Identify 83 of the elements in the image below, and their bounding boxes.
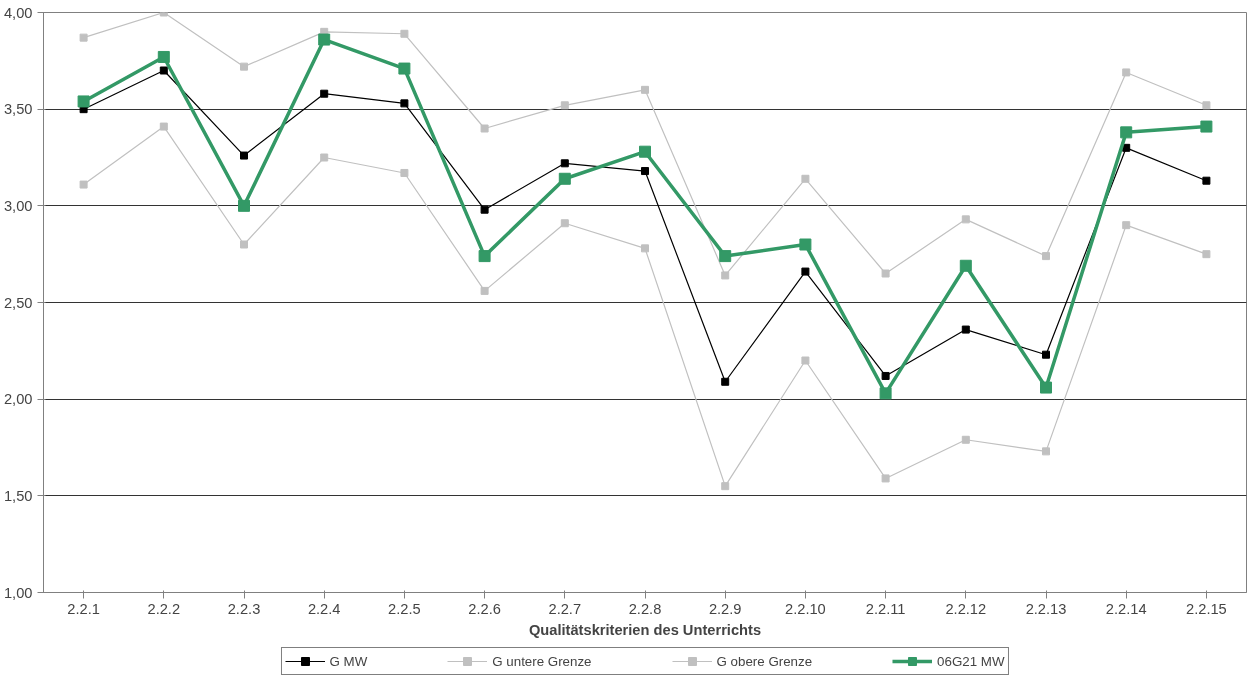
x-tick-label: 2.2.15 bbox=[1186, 600, 1227, 617]
point bbox=[318, 33, 331, 46]
point bbox=[879, 387, 892, 400]
point bbox=[801, 356, 810, 365]
legend-label: G obere Grenze bbox=[716, 653, 813, 669]
x-tick-label: 2.2.11 bbox=[865, 600, 906, 617]
point bbox=[1042, 447, 1050, 456]
point bbox=[560, 159, 569, 168]
x-tick-label: 2.2.10 bbox=[785, 600, 826, 617]
point bbox=[1040, 381, 1052, 394]
point bbox=[961, 325, 970, 334]
point bbox=[641, 167, 649, 176]
point bbox=[157, 50, 170, 63]
point bbox=[79, 33, 88, 42]
x-tick-label: 2.2.8 bbox=[628, 600, 662, 617]
point bbox=[1202, 176, 1211, 185]
point bbox=[240, 151, 248, 160]
point bbox=[480, 124, 489, 133]
point bbox=[721, 271, 730, 280]
y-tick-label: 2,00 bbox=[3, 391, 33, 408]
point bbox=[641, 85, 649, 94]
point bbox=[240, 240, 248, 249]
point bbox=[721, 482, 730, 491]
point bbox=[77, 95, 90, 108]
x-tick-label: 2.2.2 bbox=[147, 600, 181, 617]
legend-label: 06G21 MW bbox=[937, 653, 1005, 669]
point bbox=[1200, 120, 1213, 133]
point bbox=[400, 168, 409, 177]
point bbox=[478, 250, 491, 263]
y-tick-label: 4,00 bbox=[3, 4, 33, 21]
x-tick-label: 2.2.1 bbox=[67, 600, 100, 617]
point bbox=[1202, 250, 1211, 259]
point bbox=[560, 219, 569, 228]
y-tick-label: 1,00 bbox=[3, 584, 33, 601]
point bbox=[1122, 221, 1131, 230]
point bbox=[320, 153, 329, 162]
point bbox=[400, 29, 409, 38]
y-tick-label: 3,50 bbox=[3, 101, 33, 118]
point bbox=[961, 215, 970, 224]
x-tick-label: 2.2.14 bbox=[1105, 600, 1147, 617]
point bbox=[881, 474, 890, 483]
point bbox=[398, 62, 411, 75]
point bbox=[320, 89, 329, 98]
point bbox=[1202, 101, 1211, 110]
point bbox=[641, 244, 649, 253]
x-tick-label: 2.2.5 bbox=[388, 600, 421, 617]
point bbox=[801, 267, 810, 276]
y-tick-label: 2,50 bbox=[3, 294, 33, 311]
point bbox=[159, 122, 168, 131]
point bbox=[159, 66, 168, 75]
x-tick-label: 2.2.13 bbox=[1025, 600, 1067, 617]
point bbox=[881, 269, 890, 278]
point bbox=[240, 62, 248, 71]
x-tick-label: 2.2.3 bbox=[227, 600, 261, 617]
point bbox=[1042, 350, 1050, 359]
point bbox=[719, 250, 732, 263]
x-tick-label: 2.2.4 bbox=[307, 600, 341, 617]
point bbox=[558, 172, 571, 185]
legend-label: G untere Grenze bbox=[492, 653, 592, 669]
point bbox=[1042, 252, 1050, 261]
point bbox=[560, 101, 569, 110]
point bbox=[959, 259, 972, 272]
point bbox=[1120, 126, 1133, 139]
y-tick-label: 1,50 bbox=[3, 487, 33, 504]
point bbox=[238, 199, 250, 212]
y-tick-label: 3,00 bbox=[3, 197, 33, 214]
point bbox=[799, 238, 812, 251]
point bbox=[480, 286, 489, 295]
point bbox=[79, 180, 88, 189]
point bbox=[801, 174, 810, 183]
point bbox=[1122, 68, 1131, 77]
point bbox=[639, 145, 651, 158]
x-tick-label: 2.2.7 bbox=[548, 600, 582, 617]
point bbox=[721, 377, 730, 386]
point bbox=[400, 99, 409, 108]
legend-label: G MW bbox=[329, 653, 368, 669]
x-tick-label: 2.2.12 bbox=[945, 600, 987, 617]
x-tick-label: 2.2.9 bbox=[708, 600, 742, 617]
x-tick-label: 2.2.6 bbox=[468, 600, 501, 617]
x-axis-title: Qualitätskriterien des Unterrichts bbox=[528, 621, 762, 638]
point bbox=[480, 205, 489, 214]
point bbox=[961, 435, 970, 444]
point bbox=[881, 371, 890, 380]
